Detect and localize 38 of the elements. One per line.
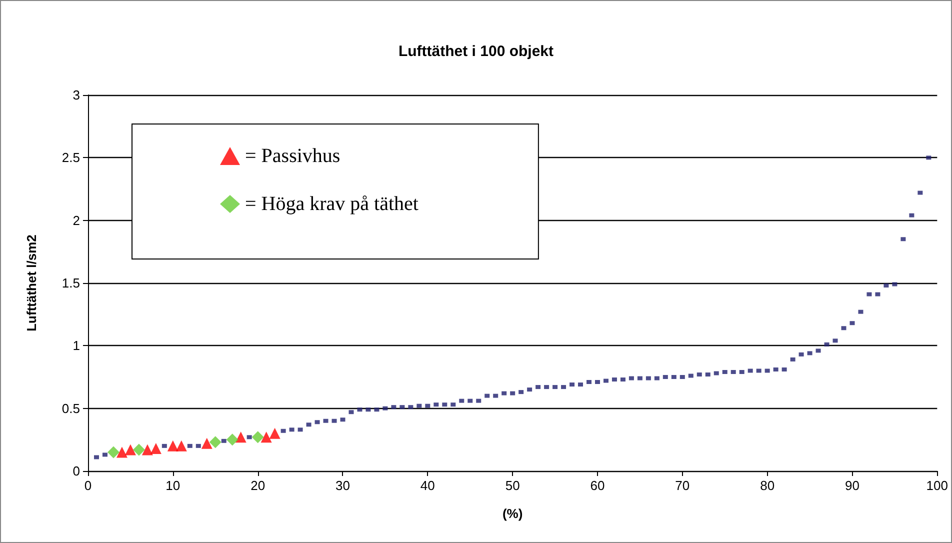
x-axis-title: (%): [502, 506, 523, 521]
x-tick-label: 0: [84, 478, 92, 493]
y-tick-label: 2.5: [62, 150, 80, 166]
point: [142, 444, 153, 456]
x-tick-label: 10: [166, 478, 180, 493]
y-tick-label: 0: [72, 464, 80, 478]
point: [209, 436, 222, 448]
y-tick-label: 1.5: [62, 276, 80, 290]
point: [176, 440, 187, 452]
x-tick-label: 30: [336, 478, 350, 493]
point: [201, 438, 212, 449]
x-tick-label: 20: [250, 478, 266, 493]
point: [107, 446, 120, 458]
y-tick-label: 2: [72, 212, 80, 228]
legend-label: = Höga krav på täthet: [245, 193, 419, 215]
y-axis-title: Lufttäthet l/sm2: [24, 234, 39, 332]
point: [150, 442, 162, 454]
point: [260, 432, 272, 443]
x-tick-label: 60: [590, 478, 605, 493]
legend-label: = Passivhus: [245, 145, 340, 167]
x-tick-label: 80: [760, 478, 775, 493]
point: [269, 428, 280, 439]
x-tick-label: 100: [926, 478, 948, 493]
point: [167, 440, 178, 452]
point: [252, 431, 264, 444]
x-tick-label: 90: [845, 478, 860, 493]
x-tick-label: 40: [420, 478, 435, 493]
y-tick-label: 0.5: [62, 400, 80, 416]
chart-title: Lufttäthet i 100 objekt: [398, 43, 554, 60]
point: [235, 432, 246, 443]
point: [226, 434, 238, 446]
y-tick-label: 3: [72, 88, 80, 102]
point: [116, 446, 128, 458]
x-tick-label: 50: [505, 478, 520, 493]
point: [132, 444, 145, 456]
x-tick-label: 70: [675, 478, 690, 493]
y-tick-label: 1: [72, 338, 80, 354]
point: [124, 444, 136, 456]
